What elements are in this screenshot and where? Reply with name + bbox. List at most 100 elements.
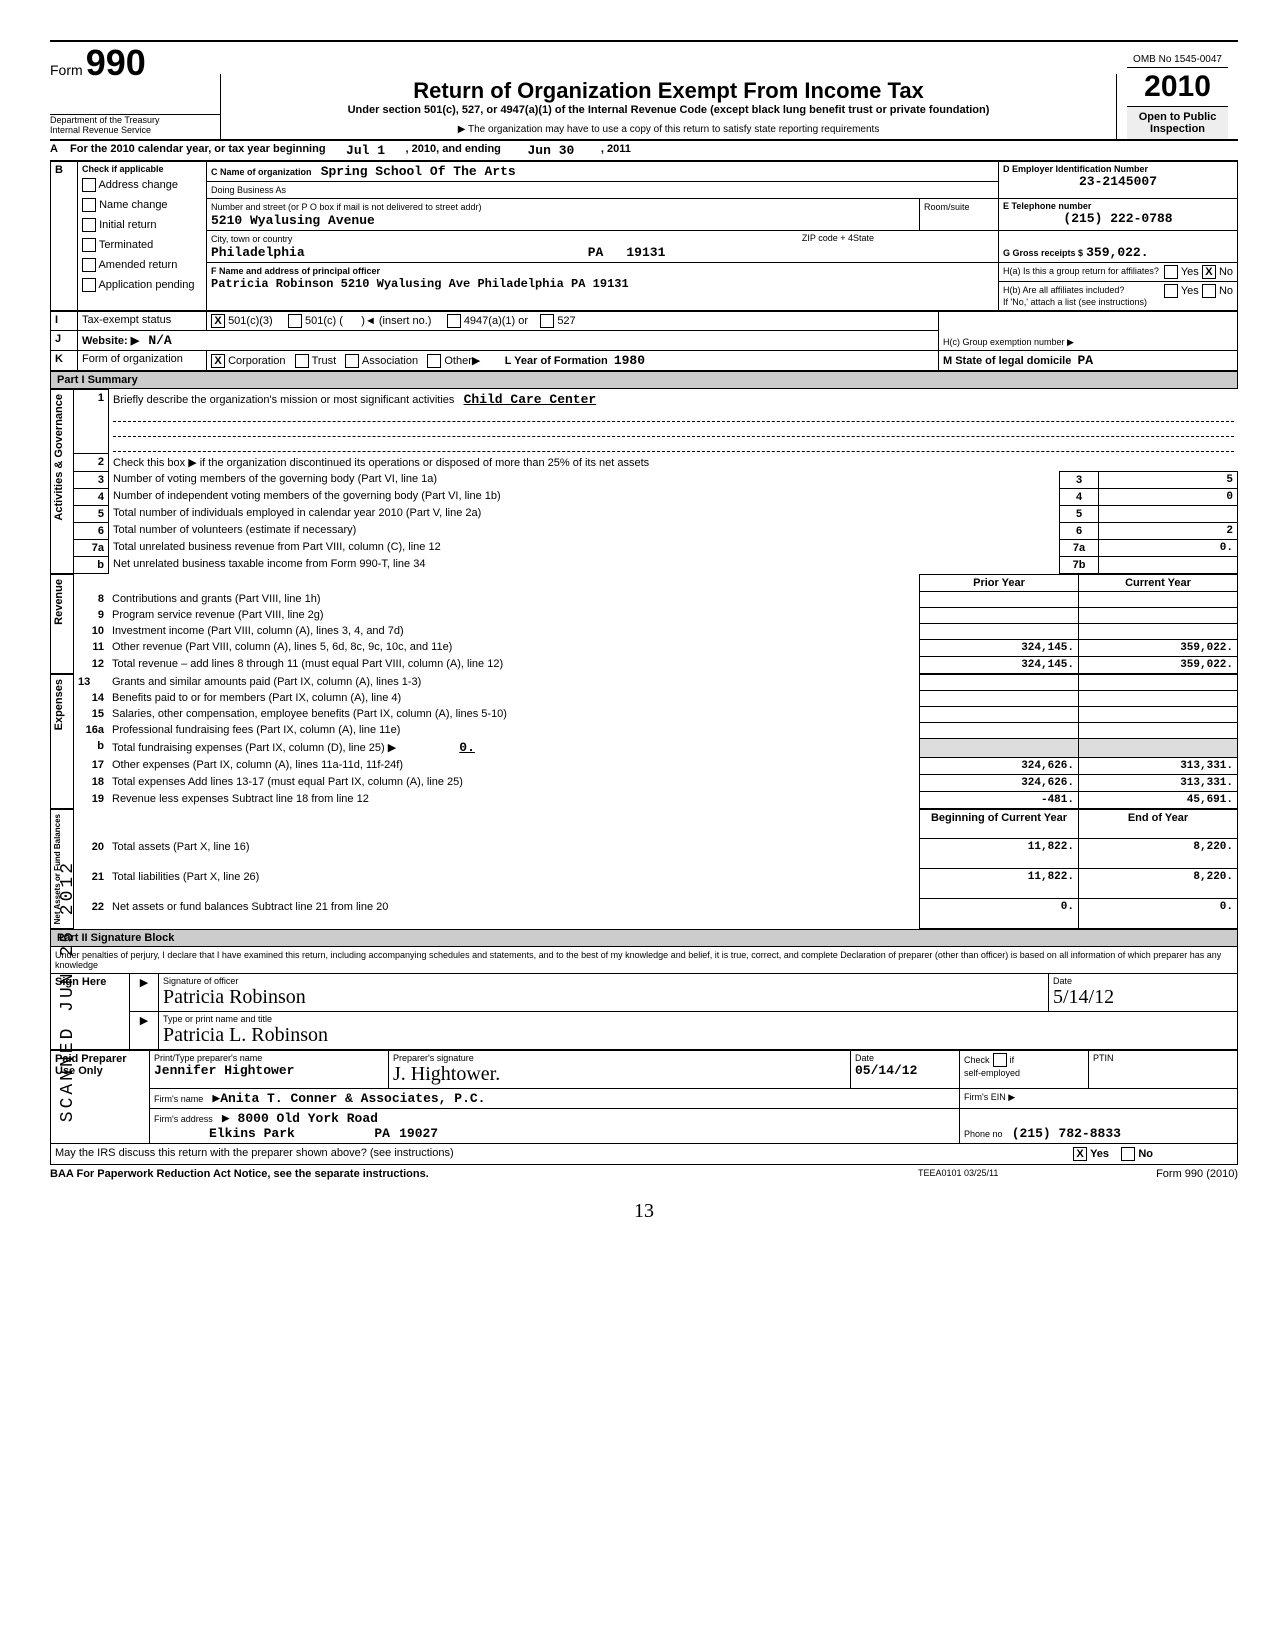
n20: 20 [74, 839, 109, 869]
l8: Contributions and grants (Part VIII, lin… [108, 591, 920, 607]
chk-other[interactable] [427, 354, 441, 368]
box-b-heading: Check if applicable [82, 164, 202, 174]
l16b-val: 0. [459, 740, 475, 755]
discuss-no[interactable] [1121, 1147, 1135, 1161]
firm-zip: 19027 [399, 1126, 438, 1141]
p12: 324,145. [920, 656, 1079, 673]
n22: 22 [74, 899, 109, 929]
l9: Program service revenue (Part VIII, line… [108, 607, 920, 623]
ha-no[interactable]: X [1202, 265, 1216, 279]
website: N/A [148, 333, 171, 348]
line-k-text: Form of organization [78, 351, 207, 371]
l22: Net assets or fund balances Subtract lin… [108, 899, 920, 929]
l10: Investment income (Part VIII, column (A)… [108, 623, 920, 639]
chk-527[interactable] [540, 314, 554, 328]
c17: 313,331. [1079, 757, 1238, 774]
chk-amended[interactable] [82, 258, 96, 272]
l4-text: Number of independent voting members of … [109, 488, 1060, 505]
val-4: 0 [1099, 488, 1238, 505]
firm-ein-label: Firm's EIN ▶ [964, 1092, 1015, 1102]
ptin-label: PTIN [1093, 1053, 1233, 1063]
mission: Child Care Center [464, 392, 597, 407]
chk-app-pending[interactable] [82, 278, 96, 292]
l5-text: Total number of individuals employed in … [109, 505, 1060, 522]
chk-501c3[interactable]: X [211, 314, 225, 328]
hb-no-lbl: No [1219, 285, 1233, 297]
l2-text: Check this box ▶ if the organization dis… [113, 457, 649, 469]
end-year-hdr: End of Year [1079, 809, 1238, 839]
ha-no-lbl: No [1219, 266, 1233, 278]
discuss-yes[interactable]: X [1073, 1147, 1087, 1161]
chk-4947[interactable] [447, 314, 461, 328]
hb-no[interactable] [1202, 284, 1216, 298]
l1-text: Briefly describe the organization's miss… [113, 394, 454, 406]
chk-self-employed[interactable] [993, 1053, 1007, 1067]
l7b-text: Net unrelated business taxable income fr… [109, 556, 1060, 573]
prior-year-hdr: Prior Year [920, 574, 1079, 591]
tax-year: 2010 [1127, 68, 1228, 106]
hb-yes[interactable] [1164, 284, 1178, 298]
box-g-label: G Gross receipts $ [1003, 248, 1083, 258]
lbl-527: 527 [557, 315, 575, 327]
l15: Salaries, other compensation, employee b… [108, 706, 920, 722]
officer-typed-name: Patricia L. Robinson [163, 1024, 1233, 1047]
n12: 12 [74, 656, 109, 673]
chk-address-change[interactable] [82, 178, 96, 192]
perjury-statement: Under penalties of perjury, I declare th… [50, 947, 1238, 973]
line-i-text: Tax-exempt status [78, 312, 207, 331]
discuss-text: May the IRS discuss this return with the… [55, 1147, 1073, 1161]
n17: 17 [74, 757, 109, 774]
lbl-app-pending: Application pending [98, 279, 194, 291]
b20: 11,822. [920, 839, 1079, 869]
firm-address-1: ▶ 8000 Old York Road [222, 1111, 378, 1126]
chk-name-change[interactable] [82, 198, 96, 212]
box-3: 3 [1060, 471, 1099, 488]
lbl-assoc: Association [362, 355, 418, 367]
form-footer: Form 990 (2010) [1098, 1168, 1238, 1180]
line-a-text1: For the 2010 calendar year, or tax year … [70, 143, 326, 158]
sig-officer-label: Signature of officer [163, 976, 1044, 986]
chk-terminated[interactable] [82, 238, 96, 252]
ha-yes[interactable] [1164, 265, 1178, 279]
chk-501c[interactable] [288, 314, 302, 328]
phone-label: Phone no [964, 1129, 1003, 1139]
n18: 18 [74, 774, 109, 791]
chk-assoc[interactable] [345, 354, 359, 368]
p17: 324,626. [920, 757, 1079, 774]
return-subtitle: Under section 501(c), 527, or 4947(a)(1)… [231, 104, 1106, 116]
tax-year-begin: Jul 1 [326, 143, 406, 158]
ein: 23-2145007 [1003, 174, 1233, 189]
chk-trust[interactable] [295, 354, 309, 368]
firm-city: Elkins Park [209, 1126, 295, 1141]
l6-text: Total number of volunteers (estimate if … [109, 522, 1060, 539]
form-number: 990 [86, 42, 146, 83]
box-7a: 7a [1060, 539, 1099, 556]
n10: 10 [74, 623, 109, 639]
irs: Internal Revenue Service [50, 125, 220, 135]
open-public-1: Open to Public [1139, 111, 1217, 123]
l11: Other revenue (Part VIII, column (A), li… [108, 639, 920, 656]
chk-initial-return[interactable] [82, 218, 96, 232]
lbl-501c-suffix: )◄ (insert no.) [361, 315, 431, 327]
zip: 19131 [626, 245, 665, 260]
officer-sig-date: 5/14/12 [1053, 986, 1233, 1009]
year-formation: 1980 [614, 353, 645, 368]
val-7b [1099, 556, 1238, 573]
chk-corp[interactable]: X [211, 354, 225, 368]
box-6: 6 [1060, 522, 1099, 539]
n5: 5 [74, 505, 109, 522]
page-handwritten: 13 [50, 1200, 1238, 1223]
form-label: Form [50, 62, 83, 78]
side-revenue: Revenue [51, 575, 67, 629]
state-domicile: PA [1077, 353, 1093, 368]
ha-label: H(a) Is this a group return for affiliat… [1003, 266, 1159, 276]
n7b: b [74, 556, 109, 573]
hc-label: H(c) Group exemption number ▶ [943, 337, 1074, 347]
box-c-label: C Name of organization [211, 167, 312, 177]
prep-sig-label: Preparer's signature [393, 1053, 846, 1063]
n11: 11 [74, 639, 109, 656]
line-j-text: Website: ▶ [82, 335, 139, 347]
line-a-mid: , 2010, and ending [406, 143, 501, 158]
return-title: Return of Organization Exempt From Incom… [231, 78, 1106, 104]
lbl-address-change: Address change [98, 179, 178, 191]
